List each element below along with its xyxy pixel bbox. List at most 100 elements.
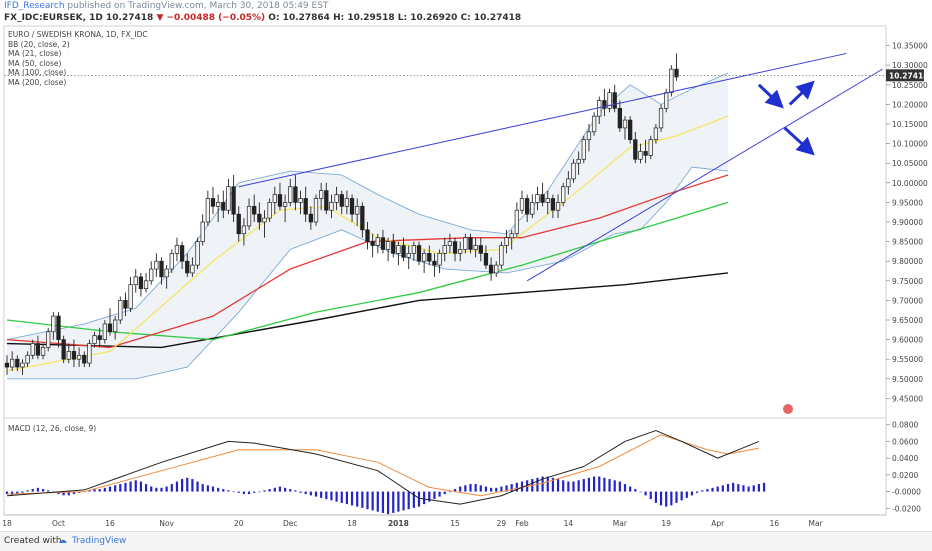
macd-hist-bar — [680, 491, 683, 501]
candle-body — [360, 205, 365, 231]
macd-hist-bar — [685, 491, 688, 498]
y-tick-label: 10.15000 — [892, 120, 928, 129]
macd-hist-bar — [361, 491, 364, 508]
candle-body — [375, 237, 380, 246]
candle-body — [658, 107, 664, 129]
y-tick-label: 9.75000 — [892, 277, 923, 286]
x-tick-label: 29 — [497, 519, 507, 528]
candle-body — [607, 92, 612, 109]
macd-hist-bar — [36, 487, 39, 492]
candle-body — [406, 253, 411, 258]
candle-body — [576, 158, 581, 164]
legend-ma100[interactable]: MA (100, close) — [8, 68, 67, 78]
macd-hist-bar — [696, 491, 699, 493]
macd-hist-bar — [582, 479, 585, 492]
macd-hist-bar — [659, 491, 663, 506]
macd-hist-bar — [453, 489, 457, 492]
x-tick-label: 15 — [450, 519, 460, 528]
macd-hist-bar — [747, 486, 750, 492]
candle-body — [494, 264, 499, 274]
macd-hist-bar — [448, 491, 451, 493]
candle-body — [329, 202, 334, 211]
macd-hist-bar — [381, 491, 385, 513]
candle-body — [272, 194, 277, 203]
macd-hist-bar — [639, 491, 642, 493]
forecast-arrow — [757, 83, 784, 109]
macd-hist-bar — [350, 491, 354, 506]
candle-body — [664, 92, 669, 109]
macd-hist-bar — [520, 481, 524, 492]
macd-hist-bar — [417, 491, 421, 507]
ma100-line — [6, 201, 729, 341]
macd-hist-bar — [330, 491, 333, 501]
macd-hist-bar — [191, 479, 194, 492]
candle-body — [468, 237, 473, 250]
candle-body — [164, 268, 169, 278]
macd-hist-bar — [443, 491, 446, 495]
candle-body — [226, 186, 231, 211]
price-change: ▼ −0.00488 (−0.05%) — [156, 13, 266, 23]
y-tick-label: 9.60000 — [892, 336, 923, 345]
macd-hist-bar — [762, 482, 766, 492]
macd-hist-bar — [654, 491, 657, 503]
candle-body — [396, 245, 401, 254]
macd-hist-bar — [268, 489, 271, 492]
y-tick-label: 10.25000 — [892, 81, 928, 90]
candle-body — [571, 162, 576, 180]
legend-ma50[interactable]: MA (50, close) — [8, 58, 62, 68]
x-tick-label: 18 — [2, 519, 12, 528]
macd-hist-bar — [247, 491, 251, 495]
candle-body — [51, 315, 56, 333]
candle-body — [107, 323, 113, 333]
macd-hist-bar — [757, 484, 760, 492]
macd-hist-bar — [165, 486, 168, 492]
macd-hist-bar — [484, 486, 488, 492]
y-tick-label: 9.65000 — [892, 316, 923, 325]
macd-hist-bar — [577, 480, 580, 492]
candle-body — [257, 213, 262, 223]
y-tick-label: 9.90000 — [892, 218, 923, 227]
ma50-line — [6, 174, 729, 349]
macd-hist-bar — [397, 491, 400, 512]
macd-hist-bar — [464, 485, 467, 492]
candle-body — [648, 139, 653, 156]
macd-hist-bar — [613, 480, 616, 492]
candle-body — [35, 343, 41, 356]
publisher-name[interactable]: IFD_Research — [4, 1, 65, 11]
macd-hist-bar — [304, 491, 307, 495]
candle-body — [422, 253, 427, 262]
macd-hist-bar — [5, 491, 9, 495]
legend-bb[interactable]: BB (20, close, 2) — [8, 39, 70, 49]
macd-hist-bar — [26, 490, 29, 492]
candle-body — [504, 237, 509, 246]
tradingview-logo-icon[interactable]: ☁ — [58, 536, 67, 546]
macd-hist-bar — [72, 491, 76, 495]
candle-body — [30, 343, 35, 356]
macd-hist-bar — [196, 481, 199, 492]
macd-hist-bar — [732, 482, 735, 492]
macd-hist-bar — [510, 484, 513, 492]
candle-body — [561, 186, 566, 203]
symbol-info: FX_IDC:EURSEK, 1D 10.27418 ▼ −0.00488 (−… — [4, 13, 521, 23]
macd-hist-bar — [181, 479, 184, 492]
macd-hist-bar — [649, 491, 652, 500]
last-price: 10.27418 — [106, 13, 154, 23]
macd-hist-bar — [721, 485, 724, 492]
macd-hist-bar — [716, 486, 719, 492]
macd-hist-bar — [701, 490, 704, 492]
macd-hist-bar — [278, 486, 282, 492]
candle-body — [210, 198, 216, 207]
macd-hist-bar — [546, 476, 549, 492]
macd-hist-bar — [263, 490, 266, 492]
legend-ma21[interactable]: MA (21, close) — [8, 49, 62, 59]
candle-body — [298, 198, 303, 203]
tradingview-brand[interactable]: TradingView — [72, 536, 127, 546]
macd-legend[interactable]: MACD (12, 26, close, 9) — [8, 424, 97, 433]
legend-ma200[interactable]: MA (200, close) — [8, 77, 67, 87]
macd-hist-bar — [47, 490, 50, 492]
symbol-label: FX_IDC:EURSEK, 1D — [4, 13, 103, 23]
candle-body — [339, 194, 344, 207]
candle-body — [169, 253, 174, 270]
macd-hist-bar — [144, 484, 148, 492]
macd-signal-line — [6, 434, 759, 497]
